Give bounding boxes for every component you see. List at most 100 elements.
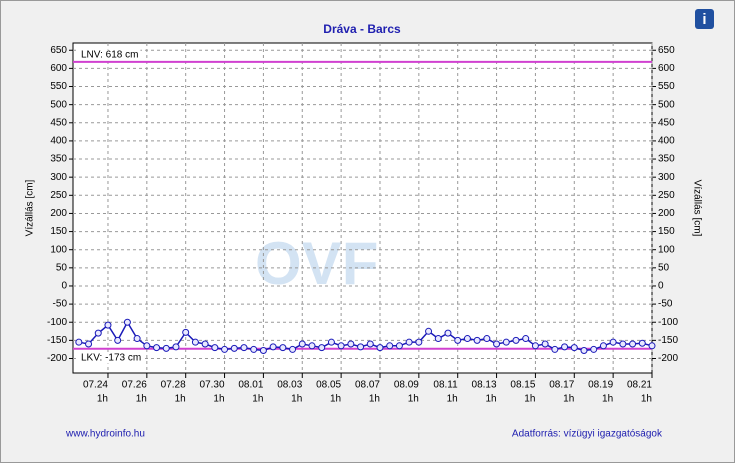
x-tick-label: 07.26 — [122, 380, 147, 391]
y2-axis-title: Vízállás [cm] — [691, 180, 702, 237]
y2-tick-label: 350 — [658, 154, 675, 165]
y-tick-label: -200 — [47, 353, 67, 364]
data-point — [211, 344, 219, 352]
y-tick-label: -50 — [53, 299, 68, 310]
data-point — [425, 327, 433, 335]
data-point — [454, 336, 462, 344]
data-point — [415, 338, 423, 346]
x-tick-sublabel: 1h — [252, 394, 263, 405]
y-tick-label: 0 — [61, 281, 67, 292]
data-point — [201, 340, 209, 348]
footer-left: www.hydroinfo.hu — [65, 429, 145, 440]
data-point — [405, 338, 413, 346]
x-tick-sublabel: 1h — [602, 394, 613, 405]
data-point — [590, 345, 598, 353]
x-tick-sublabel: 1h — [524, 394, 535, 405]
y2-tick-label: 450 — [658, 117, 675, 128]
data-point — [221, 345, 229, 353]
data-point — [114, 336, 122, 344]
data-point — [153, 344, 161, 352]
data-point — [395, 342, 403, 350]
data-point — [580, 347, 588, 355]
data-point — [123, 318, 131, 326]
y2-tick-label: 400 — [658, 136, 675, 147]
x-tick-label: 08.13 — [472, 380, 497, 391]
y2-tick-label: -200 — [658, 353, 678, 364]
data-point — [230, 344, 238, 352]
y2-tick-label: 200 — [658, 208, 675, 219]
x-tick-label: 08.05 — [316, 380, 341, 391]
y-tick-label: 600 — [50, 63, 67, 74]
data-point — [522, 335, 530, 343]
x-tick-sublabel: 1h — [485, 394, 496, 405]
data-point — [172, 343, 180, 351]
data-point — [502, 338, 510, 346]
data-point — [182, 328, 190, 336]
x-tick-sublabel: 1h — [175, 394, 186, 405]
x-tick-sublabel: 1h — [213, 394, 224, 405]
x-tick-sublabel: 1h — [369, 394, 380, 405]
y2-tick-label: 100 — [658, 244, 675, 255]
y-tick-label: 150 — [50, 226, 67, 237]
x-tick-sublabel: 1h — [641, 394, 652, 405]
data-point — [337, 342, 345, 350]
y2-tick-label: -150 — [658, 335, 678, 346]
data-point — [298, 340, 306, 348]
data-point — [638, 339, 646, 347]
info-icon-label[interactable]: i — [702, 11, 706, 28]
footer-right: Adatforrás: vízügyi igazgatóságok — [512, 429, 663, 440]
x-tick-label: 08.11 — [433, 380, 458, 391]
y2-tick-label: 550 — [658, 81, 675, 92]
x-tick-sublabel: 1h — [330, 394, 341, 405]
data-point — [570, 344, 578, 352]
info-icon[interactable] — [695, 9, 714, 29]
y2-tick-label: -50 — [658, 299, 673, 310]
data-point — [386, 342, 394, 350]
data-point — [483, 335, 491, 343]
data-point — [191, 338, 199, 346]
data-point — [104, 321, 112, 329]
x-tick-sublabel: 1h — [291, 394, 302, 405]
x-tick-sublabel: 1h — [97, 394, 108, 405]
data-point — [289, 345, 297, 353]
data-point — [318, 344, 326, 352]
y-tick-label: -150 — [47, 335, 67, 346]
y-tick-label: 50 — [56, 262, 68, 273]
data-point — [599, 342, 607, 350]
reference-label: LKV: -173 cm — [81, 352, 141, 363]
plot-area — [72, 42, 653, 374]
data-point — [444, 329, 452, 337]
x-tick-label: 08.19 — [588, 380, 613, 391]
data-point — [434, 335, 442, 343]
y-axis-title: Vízállás [cm] — [25, 179, 36, 236]
x-tick-sublabel: 1h — [408, 394, 419, 405]
data-point — [609, 338, 617, 346]
y2-tick-label: -100 — [658, 317, 678, 328]
y-tick-label: -100 — [47, 317, 67, 328]
data-point — [541, 340, 549, 348]
y2-tick-label: 600 — [658, 63, 675, 74]
data-point — [75, 338, 83, 346]
data-point — [629, 340, 637, 348]
data-point — [561, 343, 569, 351]
data-point — [512, 336, 520, 344]
data-point — [551, 345, 559, 353]
data-point — [133, 335, 141, 343]
y-tick-label: 650 — [50, 45, 67, 56]
y-tick-label: 400 — [50, 136, 67, 147]
y-tick-label: 550 — [50, 81, 67, 92]
data-point — [463, 335, 471, 343]
data-point — [531, 342, 539, 350]
y2-tick-label: 650 — [658, 45, 675, 56]
y2-tick-label: 500 — [658, 99, 675, 110]
y2-tick-label: 250 — [658, 190, 675, 201]
data-point — [619, 340, 627, 348]
y2-tick-label: 150 — [658, 226, 675, 237]
y2-tick-label: 300 — [658, 172, 675, 183]
data-point — [357, 343, 365, 351]
x-tick-label: 08.03 — [277, 380, 302, 391]
reference-label-bg — [79, 352, 144, 364]
x-tick-label: 08.01 — [238, 380, 263, 391]
x-tick-label: 08.07 — [355, 380, 380, 391]
